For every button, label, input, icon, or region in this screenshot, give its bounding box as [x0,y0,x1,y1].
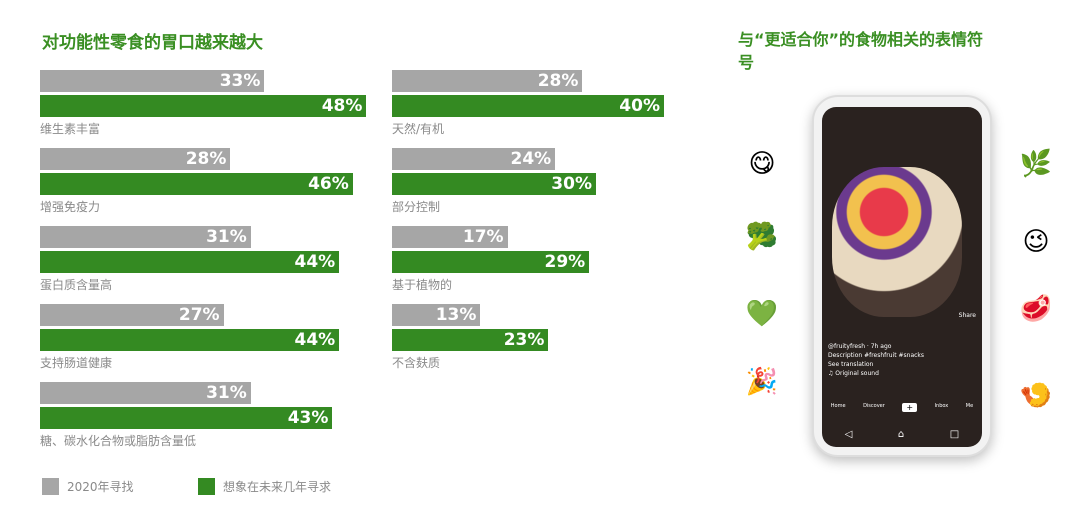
bar-future-8: 23% [392,329,549,351]
home-icon[interactable]: ⌂ [897,429,905,440]
category-label: 不含麸质 [392,356,441,370]
bar-future-5: 40% [392,95,664,117]
bar-2020-7: 17% [392,226,508,248]
recents-icon[interactable]: □ [949,429,960,440]
legend-swatch [42,478,59,495]
category-label: 糖、碳水化合物或脂肪含量低 [40,434,197,448]
bar-2020-5: 28% [392,70,583,92]
yum-face-icon: 😋 [748,149,776,179]
back-icon[interactable]: ◁ [844,429,853,440]
broccoli-icon: 🥦 [745,222,779,252]
bottom-nav: Home Discover + Inbox Me [822,403,982,412]
bar-future-0: 48% [40,95,367,117]
bar-2020-0: 33% [40,70,265,92]
bar-2020-4: 31% [40,382,251,404]
legend-item-2020: 2020年寻找 [42,478,134,495]
bar-future-6: 30% [392,173,596,195]
nav-inbox[interactable]: Inbox [934,403,949,409]
bar-2020-8: 13% [392,304,481,326]
nav-create[interactable]: + [902,403,918,412]
legend-swatch [198,478,215,495]
wink-face-icon: 😉 [1022,227,1050,257]
category-label: 增强免疫力 [40,200,101,214]
category-label: 支持肠道健康 [40,356,113,370]
post-user[interactable]: @fruityfresh · 7h ago [828,343,892,350]
shrimp-icon: 🍤 [1019,381,1053,411]
video-caption: @fruityfresh · 7h ago Description #fresh… [828,342,924,378]
bar-future-7: 29% [392,251,590,273]
nav-home[interactable]: Home [830,403,846,409]
legend-label: 2020年寻找 [67,480,134,494]
bar-2020-1: 28% [40,148,231,170]
post-description: Description #freshfruit #snacks [828,352,925,359]
category-label: 部分控制 [392,200,441,214]
category-label: 天然/有机 [392,122,445,136]
chart-title: 对功能性零食的胃口越来越大 [42,33,263,53]
system-nav: ◁ ⌂ □ [822,429,982,440]
bar-2020-6: 24% [392,148,556,170]
category-label: 维生素丰富 [40,122,101,136]
sound-link[interactable]: ♫ Original sound [828,370,879,377]
green-heart-icon: 💚 [745,299,779,329]
nav-me[interactable]: Me [965,403,974,409]
category-label: 基于植物的 [392,278,453,292]
bar-2020-3: 27% [40,304,224,326]
category-label: 蛋白质含量高 [40,278,113,292]
party-popper-icon: 🎉 [745,367,779,397]
bar-future-1: 46% [40,173,353,195]
share-button[interactable]: Share [958,312,976,319]
phone-screen: Share @fruityfresh · 7h ago Description … [822,107,982,447]
see-translation-link[interactable]: See translation [828,361,874,368]
legend-label: 想象在未来几年寻求 [223,480,332,494]
phone-mockup: Share @fruityfresh · 7h ago Description … [812,95,992,457]
steak-icon: 🥩 [1019,294,1053,324]
bar-2020-2: 31% [40,226,251,248]
bar-future-4: 43% [40,407,333,429]
legend-item-future: 想象在未来几年寻求 [198,478,331,495]
bar-future-2: 44% [40,251,340,273]
herb-icon: 🌿 [1019,149,1053,179]
nav-discover[interactable]: Discover [863,403,885,409]
emoji-section-title: 与“更适合你”的食物相关的表情符号 [738,30,984,72]
fruit-jar-image [832,167,962,317]
bar-future-3: 44% [40,329,340,351]
